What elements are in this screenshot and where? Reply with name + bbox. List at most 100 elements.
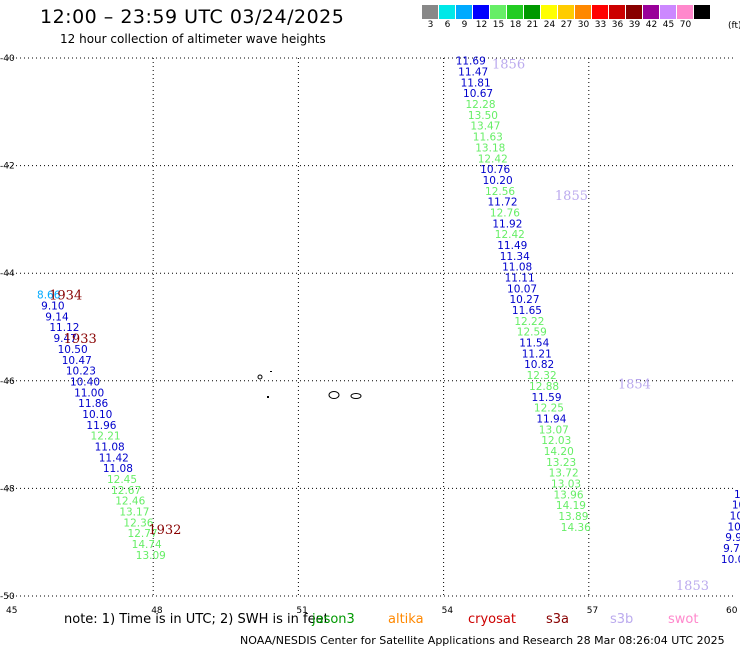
pass-time-label: 1854 <box>618 377 651 392</box>
wave-height-value: 11.96 <box>86 420 116 432</box>
wave-height-value: 11.59 <box>531 392 561 404</box>
legend-swatch <box>626 5 643 19</box>
lat-tick-label: -46 <box>0 377 15 387</box>
lat-tick-label: -40 <box>0 54 15 64</box>
wave-height-value: 10.17 <box>727 521 740 533</box>
island-outline <box>257 374 263 380</box>
lat-tick-label: -42 <box>0 162 15 172</box>
wave-height-value: 13.07 <box>539 424 569 436</box>
legend-swatch <box>660 5 677 19</box>
legend-swatch <box>575 5 592 19</box>
lat-tick-label: -50 <box>0 592 15 602</box>
wave-height-value: 12.46 <box>115 496 145 508</box>
pass-time-label: 1932 <box>148 523 181 538</box>
island-dot <box>267 396 269 398</box>
satellite-legend-item: s3a <box>546 612 570 627</box>
lat-tick-label: -44 <box>0 269 15 279</box>
wave-height-tracks: 11.6911.4711.8110.6712.2813.5013.4711.63… <box>37 56 740 566</box>
wave-height-value: 11.92 <box>492 218 522 230</box>
wave-height-value: 13.89 <box>558 511 588 523</box>
wave-height-value: 11.47 <box>458 67 488 79</box>
satellite-legend-item: cryosat <box>468 612 516 627</box>
legend-label: 3 <box>427 20 434 30</box>
wave-height-value: 13.47 <box>470 121 500 133</box>
wave-height-value: 10.2 <box>730 510 740 522</box>
legend-swatch <box>456 5 473 19</box>
wave-height-value: 12.59 <box>517 327 547 339</box>
wave-height-value: 12.28 <box>465 99 495 111</box>
wave-height-value: 10.23 <box>66 366 96 378</box>
wave-height-value: 11.08 <box>502 262 532 274</box>
legend-label: 24 <box>543 20 556 30</box>
legend-label: 30 <box>577 20 590 30</box>
wave-height-value: 10.76 <box>480 164 510 176</box>
legend-labels: 3 6 9 12 15 18 21 24 27 30 33 36 39 42 45 70 <box>422 20 711 30</box>
legend-label: 42 <box>645 20 658 30</box>
wave-height-value: 13.17 <box>119 507 149 519</box>
pass-time-label: 1853 <box>676 579 709 594</box>
wave-height-value: 14.20 <box>544 446 574 458</box>
wave-height-value: 9.14 <box>45 311 69 323</box>
legend-unit: (ft) <box>728 21 740 31</box>
legend-label: 9 <box>461 20 468 30</box>
wave-height-value: 14.36 <box>561 522 591 534</box>
legend-swatch <box>422 5 439 19</box>
wave-height-value: 9.99 <box>725 532 740 544</box>
wave-height-value: 10 <box>734 489 740 501</box>
satellite-legend-item: swot <box>668 612 699 627</box>
wave-height-value: 10.07 <box>507 283 537 295</box>
wave-height-value: 11.11 <box>505 273 535 285</box>
wave-height-value: 11.49 <box>497 240 527 252</box>
wave-height-value: 12.67 <box>111 485 141 497</box>
legend-swatch <box>558 5 575 19</box>
wave-height-value: 12.03 <box>541 435 571 447</box>
wave-height-value: 10.08 <box>721 554 740 566</box>
wave-height-value: 11.08 <box>103 463 133 475</box>
wave-height-value: 10.82 <box>524 359 554 371</box>
pass-time-label: 1934 <box>49 289 82 304</box>
wave-height-value: 12.56 <box>485 186 515 198</box>
lon-tick-label: 51 <box>296 606 307 616</box>
legend-swatch <box>507 5 524 19</box>
legend-swatch <box>694 5 711 19</box>
legend-label: 6 <box>444 20 451 30</box>
legend-label: 45 <box>662 20 675 30</box>
wave-height-value: 12.45 <box>107 474 137 486</box>
pass-time-labels: 1856 1855 1854 1853 1934 1933 1932 <box>49 57 709 594</box>
lon-tick-label: 57 <box>587 606 598 616</box>
wave-height-value: 13.72 <box>549 468 579 480</box>
pass-time-label: 1856 <box>492 57 525 72</box>
wave-height-value: 9.73 <box>723 543 740 555</box>
wave-height-value: 11.42 <box>99 452 129 464</box>
legend-swatch <box>473 5 490 19</box>
footer-note: note: 1) Time is in UTC; 2) SWH is in fe… <box>64 612 329 627</box>
legend-label: 36 <box>611 20 624 30</box>
map-grid <box>8 57 734 597</box>
wave-height-value: 12.25 <box>534 403 564 415</box>
lon-tick-label: 60 <box>726 606 738 616</box>
legend-swatch <box>541 5 558 19</box>
wave-height-value: 11.54 <box>519 338 549 350</box>
island-dot <box>270 371 272 372</box>
wave-height-value: 11.21 <box>522 348 552 360</box>
legend-label: 21 <box>526 20 539 30</box>
wave-height-value: 13.50 <box>468 110 498 122</box>
wave-height-value: 13.09 <box>136 550 166 562</box>
wave-height-value: 10 <box>732 500 740 512</box>
wave-height-value: 8.66 <box>37 290 61 302</box>
wave-height-value: 11.65 <box>512 305 542 317</box>
legend-label: 12 <box>475 20 488 30</box>
legend-swatch <box>677 5 694 19</box>
wave-height-value: 12.88 <box>529 381 559 393</box>
legend-swatch <box>643 5 660 19</box>
island-outline <box>328 391 340 399</box>
legend-swatch <box>490 5 507 19</box>
wave-height-value: 11.12 <box>49 322 79 334</box>
wave-height-value: 14.19 <box>556 500 586 512</box>
wave-height-value: 10.67 <box>463 88 493 100</box>
wave-height-value: 12.42 <box>495 229 525 241</box>
legend-label: 33 <box>594 20 607 30</box>
wave-height-value: 11.08 <box>95 441 125 453</box>
